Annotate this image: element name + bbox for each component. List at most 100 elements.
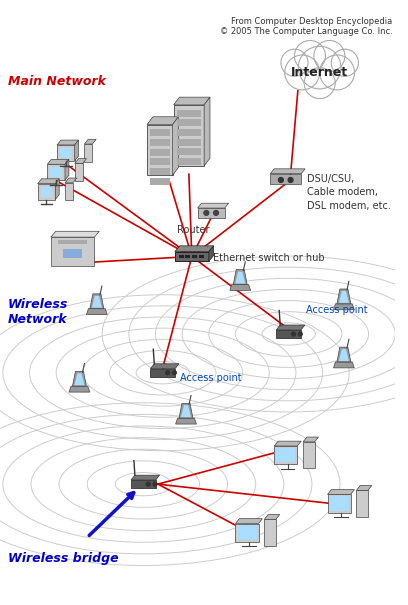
FancyBboxPatch shape — [131, 480, 156, 488]
Text: Internet: Internet — [291, 66, 348, 79]
Polygon shape — [337, 347, 351, 362]
Circle shape — [153, 482, 157, 486]
FancyBboxPatch shape — [63, 249, 82, 258]
FancyBboxPatch shape — [150, 129, 170, 136]
Polygon shape — [175, 418, 196, 424]
FancyBboxPatch shape — [177, 158, 201, 165]
FancyBboxPatch shape — [58, 240, 87, 244]
Polygon shape — [131, 475, 160, 480]
Circle shape — [319, 55, 355, 90]
FancyBboxPatch shape — [177, 110, 201, 117]
FancyBboxPatch shape — [274, 446, 297, 464]
FancyBboxPatch shape — [177, 148, 201, 155]
FancyBboxPatch shape — [50, 167, 62, 177]
FancyBboxPatch shape — [65, 183, 73, 200]
Polygon shape — [173, 117, 178, 175]
Circle shape — [304, 68, 335, 99]
Polygon shape — [204, 97, 210, 166]
Polygon shape — [274, 441, 301, 446]
FancyBboxPatch shape — [175, 252, 209, 261]
FancyBboxPatch shape — [147, 125, 173, 175]
Polygon shape — [233, 270, 247, 284]
FancyBboxPatch shape — [356, 490, 368, 517]
Polygon shape — [51, 231, 99, 237]
Circle shape — [331, 49, 358, 76]
Polygon shape — [151, 364, 179, 368]
Polygon shape — [235, 518, 262, 523]
FancyBboxPatch shape — [150, 139, 170, 146]
FancyBboxPatch shape — [150, 149, 170, 155]
Circle shape — [288, 177, 293, 182]
Polygon shape — [73, 371, 86, 386]
Polygon shape — [57, 140, 79, 145]
Circle shape — [292, 332, 295, 336]
Polygon shape — [270, 169, 305, 174]
Text: DSU/CSU,
Cable modem,
DSL modem, etc.: DSU/CSU, Cable modem, DSL modem, etc. — [307, 174, 391, 211]
Text: Ethernet switch or hub: Ethernet switch or hub — [213, 253, 325, 263]
FancyBboxPatch shape — [174, 105, 204, 166]
Polygon shape — [197, 203, 228, 208]
Text: Access point: Access point — [306, 305, 368, 315]
FancyBboxPatch shape — [84, 144, 92, 162]
FancyBboxPatch shape — [199, 255, 204, 258]
FancyBboxPatch shape — [150, 159, 170, 165]
Polygon shape — [339, 291, 349, 303]
Circle shape — [285, 55, 319, 90]
FancyBboxPatch shape — [179, 255, 184, 258]
Polygon shape — [74, 373, 84, 385]
FancyBboxPatch shape — [264, 519, 276, 546]
Polygon shape — [333, 362, 354, 368]
Polygon shape — [65, 178, 77, 183]
Polygon shape — [276, 325, 305, 330]
FancyBboxPatch shape — [192, 255, 197, 258]
Circle shape — [298, 332, 302, 336]
Polygon shape — [328, 489, 355, 494]
FancyBboxPatch shape — [150, 168, 170, 175]
Circle shape — [166, 371, 169, 374]
Polygon shape — [179, 404, 193, 418]
FancyBboxPatch shape — [51, 237, 94, 266]
Polygon shape — [303, 437, 319, 442]
Circle shape — [173, 371, 176, 374]
Polygon shape — [209, 246, 214, 261]
Circle shape — [281, 49, 308, 76]
Text: Main Network: Main Network — [8, 76, 106, 88]
FancyBboxPatch shape — [60, 148, 72, 158]
Circle shape — [295, 41, 326, 71]
Circle shape — [314, 41, 345, 71]
FancyBboxPatch shape — [235, 523, 259, 541]
Circle shape — [298, 47, 341, 89]
FancyBboxPatch shape — [329, 496, 348, 511]
Polygon shape — [235, 272, 245, 284]
Polygon shape — [230, 284, 251, 290]
Polygon shape — [174, 97, 210, 105]
Text: Wireless
Network: Wireless Network — [8, 298, 68, 326]
Text: © 2005 The Computer Language Co. Inc.: © 2005 The Computer Language Co. Inc. — [220, 27, 392, 36]
Polygon shape — [333, 304, 354, 310]
Text: Access point: Access point — [180, 373, 242, 382]
Polygon shape — [55, 179, 59, 200]
Polygon shape — [38, 179, 59, 184]
FancyBboxPatch shape — [328, 494, 350, 512]
Circle shape — [146, 482, 150, 486]
Circle shape — [204, 211, 209, 215]
Text: Wireless bridge: Wireless bridge — [8, 552, 118, 565]
FancyBboxPatch shape — [47, 165, 65, 180]
Polygon shape — [147, 117, 178, 125]
Polygon shape — [337, 289, 351, 304]
Polygon shape — [264, 514, 280, 519]
Polygon shape — [92, 296, 102, 308]
Polygon shape — [47, 160, 69, 165]
Polygon shape — [86, 309, 107, 315]
FancyBboxPatch shape — [151, 368, 175, 377]
FancyBboxPatch shape — [150, 178, 170, 185]
FancyBboxPatch shape — [186, 255, 191, 258]
FancyBboxPatch shape — [177, 129, 201, 136]
Text: Router: Router — [177, 224, 210, 235]
FancyBboxPatch shape — [237, 525, 257, 540]
FancyBboxPatch shape — [303, 442, 315, 468]
Polygon shape — [84, 139, 96, 144]
Polygon shape — [339, 349, 349, 361]
FancyBboxPatch shape — [177, 139, 201, 146]
Circle shape — [279, 177, 283, 182]
